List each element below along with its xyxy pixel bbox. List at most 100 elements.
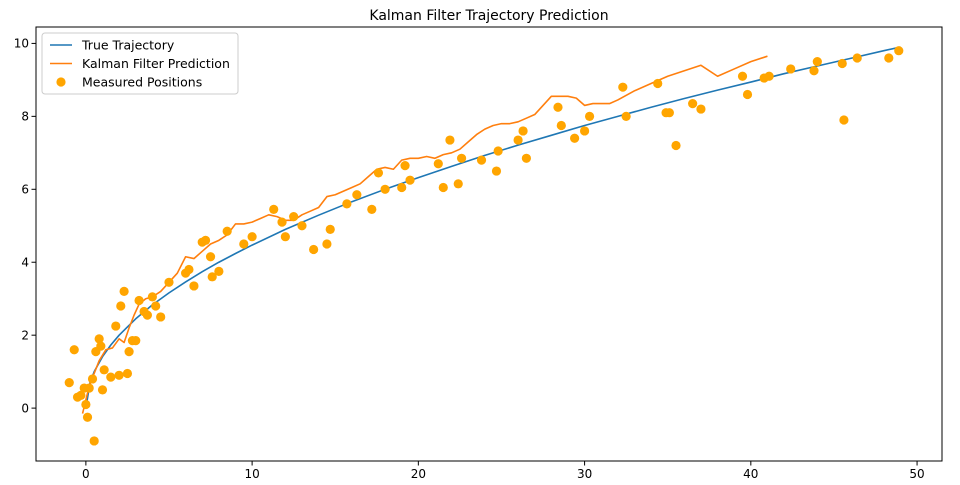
data-point: [184, 264, 194, 275]
data-point: [114, 370, 124, 380]
y-tick-label: 2: [21, 328, 29, 342]
data-point: [352, 190, 362, 200]
data-point: [476, 155, 487, 165]
data-point: [94, 334, 104, 344]
legend-entry-1: Kalman Filter Prediction: [50, 56, 230, 71]
data-point: [156, 312, 166, 322]
axes-frame: [35, 26, 943, 462]
data-point: [397, 182, 407, 193]
data-point: [579, 126, 590, 136]
data-point: [269, 204, 279, 214]
data-point: [438, 182, 448, 193]
data-point: [894, 46, 904, 56]
data-point: [89, 436, 99, 446]
data-point: [445, 135, 455, 145]
data-point: [493, 146, 503, 156]
data-point: [812, 57, 822, 67]
data-point: [76, 390, 86, 400]
data-point: [87, 374, 98, 384]
legend-label: Measured Positions: [82, 74, 202, 89]
data-point: [433, 159, 443, 169]
data-point: [664, 108, 674, 118]
data-point: [380, 184, 390, 194]
data-point: [280, 232, 290, 242]
data-point: [81, 399, 91, 410]
data-point: [456, 153, 467, 163]
data-point: [671, 140, 681, 151]
data-point: [491, 166, 502, 176]
legend-label: Kalman Filter Prediction: [82, 56, 230, 71]
data-point: [553, 102, 563, 112]
data-point: [142, 310, 152, 320]
data-point: [134, 295, 144, 306]
data-point: [106, 372, 116, 382]
data-point: [556, 120, 566, 131]
data-point: [764, 71, 774, 81]
plot-frame: [35, 26, 943, 462]
data-point: [64, 377, 74, 388]
chart-title: Kalman Filter Trajectory Prediction: [369, 8, 608, 24]
data-point: [521, 153, 532, 163]
legend: True Trajectory Kalman Filter Prediction M…: [41, 32, 239, 95]
data-point: [322, 239, 332, 249]
data-point: [147, 292, 157, 302]
data-point: [688, 98, 698, 109]
legend-marker-swatch: [56, 77, 66, 87]
data-point: [151, 301, 161, 311]
y-tick-label: 0: [21, 401, 29, 415]
data-point: [189, 281, 199, 291]
data-point: [119, 286, 129, 297]
x-tick-label: 40: [743, 467, 758, 481]
data-point: [342, 199, 352, 209]
chart-title-text: Kalman Filter Trajectory Prediction: [369, 8, 608, 24]
data-point: [400, 160, 410, 171]
data-point: [839, 115, 849, 125]
x-tick-label: 50: [909, 467, 924, 481]
data-point: [124, 346, 134, 357]
data-point: [82, 412, 93, 422]
series-line-1: [81, 55, 768, 414]
data-point: [239, 239, 249, 249]
data-point: [309, 244, 319, 255]
y-tick-label: 8: [21, 110, 29, 124]
data-point: [513, 135, 523, 145]
y-tick-label: 4: [21, 256, 29, 270]
data-point: [222, 226, 232, 236]
x-tick-label: 20: [411, 467, 426, 481]
x-tick-label: 0: [82, 467, 90, 481]
y-tick-label: 6: [21, 183, 29, 197]
series-layer: [64, 46, 904, 446]
data-point: [852, 53, 862, 63]
data-point: [742, 89, 753, 100]
data-point: [373, 168, 384, 178]
data-point: [207, 272, 217, 282]
data-point: [116, 301, 126, 311]
data-point: [277, 217, 287, 227]
data-point: [297, 221, 307, 231]
data-point: [737, 71, 748, 81]
data-point: [367, 204, 377, 214]
data-point: [518, 126, 528, 136]
data-point: [97, 385, 108, 395]
legend-label: True Trajectory: [81, 37, 175, 52]
x-tick-label: 10: [244, 467, 259, 481]
data-point: [786, 64, 796, 74]
x-tick-label: 30: [577, 467, 592, 481]
data-point: [570, 133, 580, 143]
series-line-0: [85, 46, 901, 409]
data-point: [584, 111, 595, 121]
data-point: [621, 111, 631, 121]
data-point: [84, 383, 94, 393]
data-point: [247, 232, 257, 242]
data-point: [289, 212, 299, 222]
data-point: [96, 341, 106, 351]
data-point: [696, 104, 706, 114]
axis-ticks: 0 10 20 30 40 50 0 2 4 6 8 10: [14, 37, 925, 481]
data-point: [453, 179, 463, 189]
data-point: [122, 368, 133, 379]
data-point: [653, 78, 663, 89]
data-point: [214, 266, 224, 276]
data-point: [325, 224, 335, 235]
data-point: [809, 66, 819, 76]
